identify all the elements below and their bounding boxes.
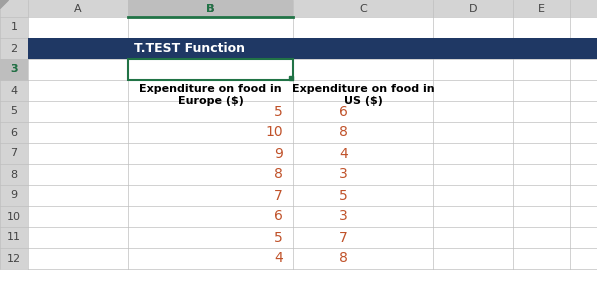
Text: 5: 5 — [274, 105, 283, 119]
Text: Expenditure on food in: Expenditure on food in — [292, 84, 434, 94]
Text: 11: 11 — [7, 232, 21, 243]
Bar — [0, 59, 28, 80]
Bar — [0, 59, 28, 80]
Text: B: B — [207, 4, 214, 13]
Bar — [0, 101, 28, 122]
Text: 3: 3 — [339, 167, 348, 181]
Text: 5: 5 — [339, 189, 348, 203]
Text: 9: 9 — [274, 147, 283, 161]
Bar — [0, 0, 597, 17]
Text: 6: 6 — [274, 209, 283, 224]
Bar — [0, 206, 28, 227]
Bar — [0, 122, 28, 143]
Text: 6: 6 — [11, 128, 17, 137]
Bar — [0, 185, 28, 206]
Text: C: C — [359, 4, 367, 13]
Text: 7: 7 — [10, 148, 17, 159]
Text: A: A — [74, 4, 82, 13]
Text: 10: 10 — [266, 125, 283, 139]
Text: 10: 10 — [7, 212, 21, 221]
Bar — [28, 38, 597, 59]
Bar — [0, 164, 28, 185]
Text: 8: 8 — [339, 252, 348, 266]
Text: 2: 2 — [10, 44, 17, 54]
Bar — [0, 38, 28, 59]
Text: 4: 4 — [274, 252, 283, 266]
Text: 5: 5 — [274, 230, 283, 244]
Text: 9: 9 — [10, 190, 17, 201]
Text: T.TEST Function: T.TEST Function — [134, 42, 245, 55]
Polygon shape — [289, 76, 293, 80]
Text: 3: 3 — [10, 64, 18, 74]
Bar — [0, 17, 28, 38]
Text: 3: 3 — [11, 64, 17, 74]
Bar — [0, 80, 28, 101]
Polygon shape — [0, 0, 8, 9]
Bar — [128, 59, 293, 80]
Text: 8: 8 — [339, 125, 348, 139]
Text: 7: 7 — [274, 189, 283, 203]
Text: 3: 3 — [339, 209, 348, 224]
Text: 7: 7 — [339, 230, 348, 244]
Text: 4: 4 — [10, 86, 17, 95]
Text: 6: 6 — [339, 105, 348, 119]
Text: E: E — [538, 4, 545, 13]
Bar — [0, 248, 28, 269]
Text: 8: 8 — [10, 170, 17, 179]
Text: 1: 1 — [11, 23, 17, 32]
Text: 8: 8 — [274, 167, 283, 181]
Text: US ($): US ($) — [343, 96, 383, 106]
Bar — [128, 0, 293, 17]
Text: B: B — [207, 4, 215, 13]
Bar — [0, 143, 28, 164]
Text: 4: 4 — [339, 147, 348, 161]
Text: Europe ($): Europe ($) — [177, 96, 244, 106]
Text: 5: 5 — [11, 106, 17, 117]
Bar — [0, 227, 28, 248]
Text: D: D — [469, 4, 477, 13]
Text: 12: 12 — [7, 254, 21, 263]
Text: Expenditure on food in: Expenditure on food in — [139, 84, 282, 94]
